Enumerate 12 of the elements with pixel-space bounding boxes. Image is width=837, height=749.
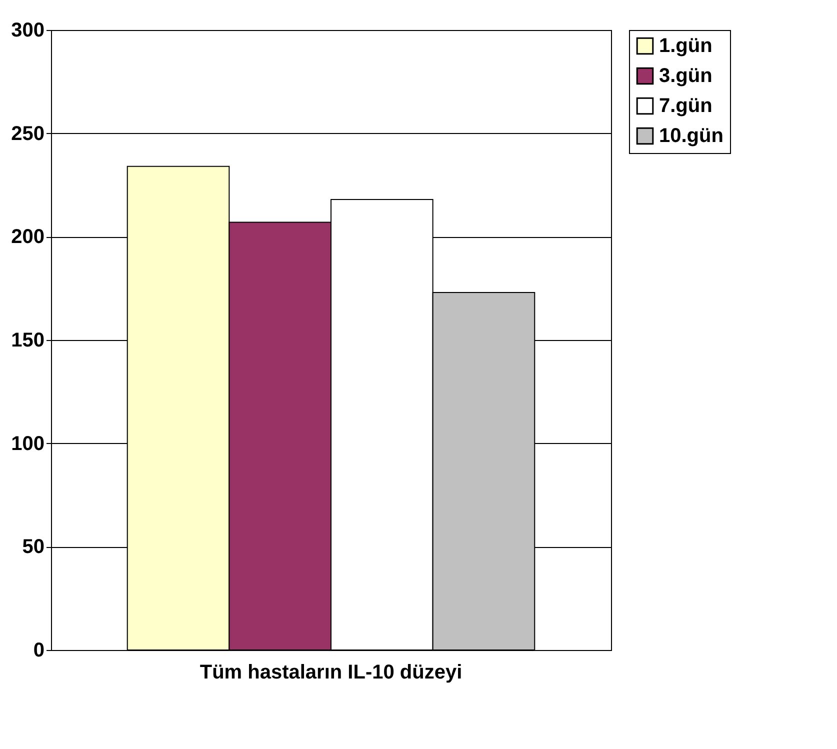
y-tick-label: 100: [11, 432, 44, 455]
x-tick-label: Tüm hastaların IL-10 düzeyi: [200, 662, 462, 684]
legend-label: 10.gün: [659, 125, 724, 147]
legend-label: 7.gün: [659, 95, 712, 117]
y-tick-label: 300: [11, 20, 44, 42]
y-tick-label: 250: [11, 122, 44, 145]
y-tick-label: 150: [11, 330, 44, 352]
legend-label: 3.gün: [659, 65, 712, 87]
legend-label: 1.gün: [659, 35, 712, 57]
y-tick-label: 0: [33, 640, 44, 662]
y-tick-label: 50: [22, 536, 44, 558]
y-tick-label: 200: [11, 226, 44, 248]
